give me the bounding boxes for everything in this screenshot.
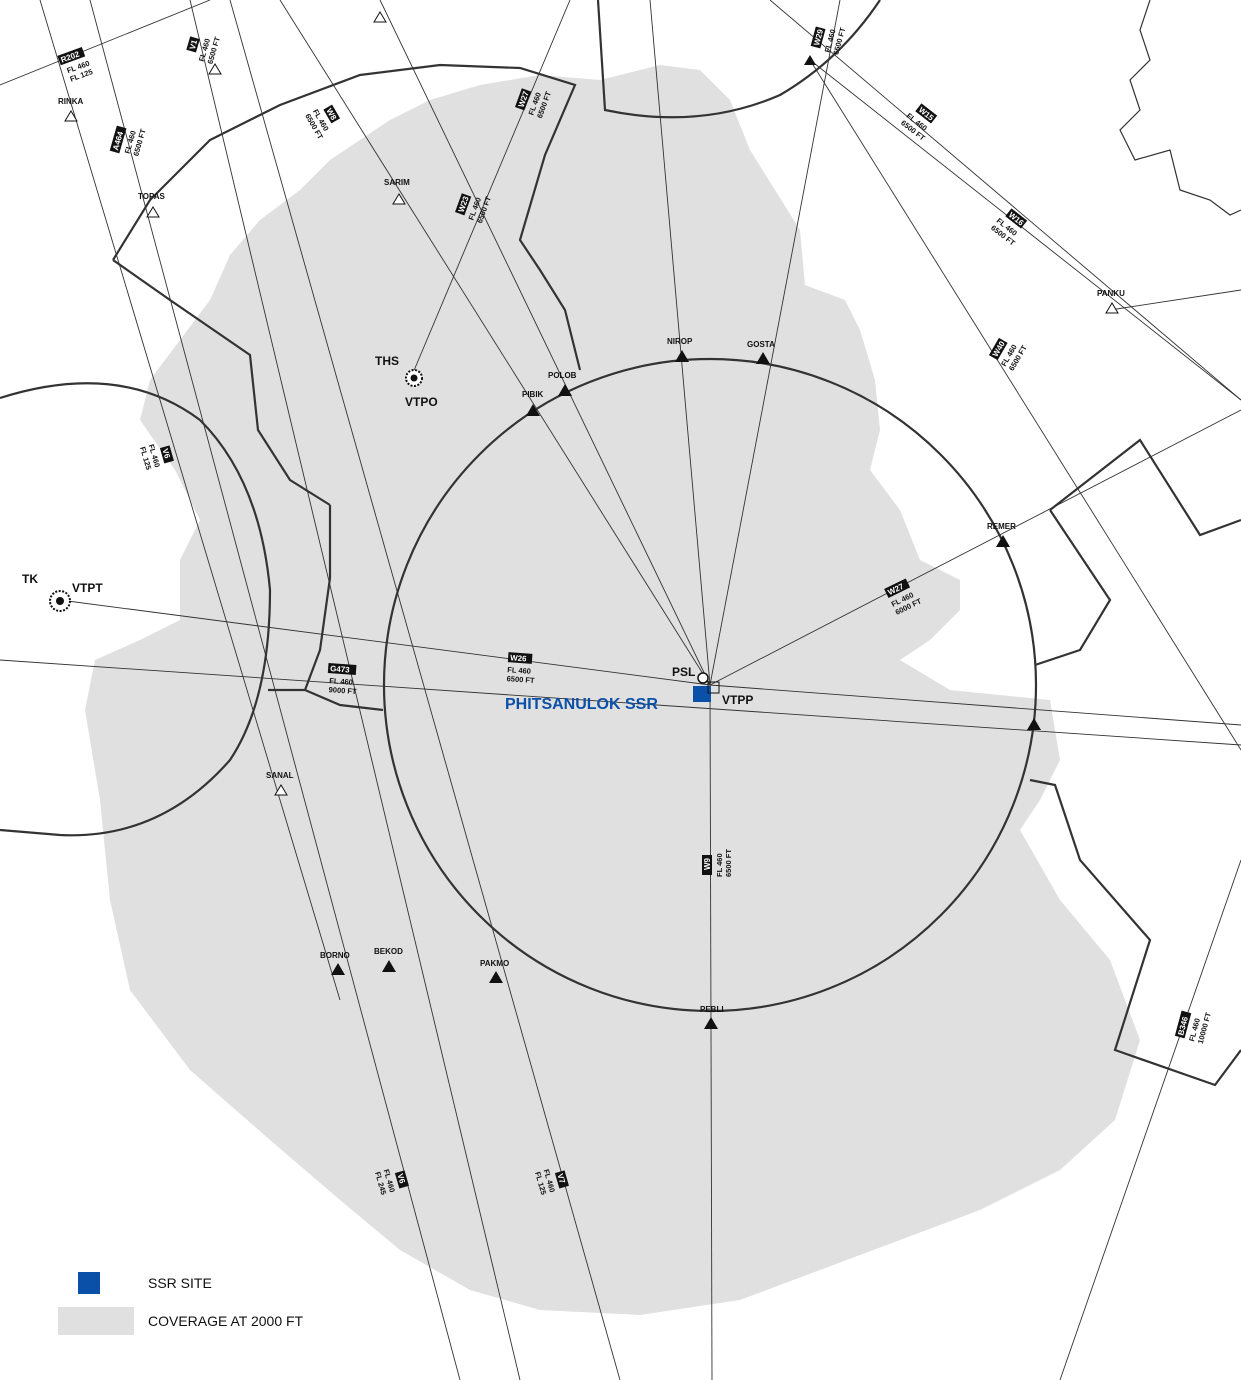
svg-text:9000 FT: 9000 FT xyxy=(328,685,357,696)
waypoint-bekod-icon xyxy=(382,960,396,972)
waypoint-pibik-label: PIBIK xyxy=(522,390,544,399)
coverage-swatch xyxy=(58,1307,134,1335)
airport-ths-name: THS xyxy=(375,354,399,368)
ssr-site: PSL VTPP PHITSANULOK SSR xyxy=(505,665,753,713)
ssr-range-ring xyxy=(382,357,1038,1013)
ssr-site-swatch xyxy=(78,1272,100,1294)
ssr-site-icao: VTPP xyxy=(722,693,753,707)
airspace-boundary-north xyxy=(596,0,881,119)
waypoint-pebli-icon xyxy=(704,1017,718,1029)
waypoint-pibik-icon xyxy=(526,404,540,416)
airport-tk: TK VTPT xyxy=(22,572,103,612)
waypoint-g473-east-icon xyxy=(1027,718,1041,730)
ssr-site-marker xyxy=(693,686,711,702)
waypoint-topas-label: TOPAS xyxy=(138,192,165,201)
waypoint-top-icon xyxy=(373,11,387,23)
svg-text:FL 460: FL 460 xyxy=(507,665,531,676)
waypoint-sarim-label: SARIM xyxy=(384,178,410,187)
waypoint-sarim-icon xyxy=(392,193,406,205)
legend-coverage-row: COVERAGE AT 2000 FT xyxy=(58,1302,303,1340)
airspace-boundary-ths xyxy=(112,63,582,578)
legend-ssr-label: SSR SITE xyxy=(148,1275,212,1291)
waypoint-topas-icon xyxy=(146,206,160,218)
svg-text:FL 460: FL 460 xyxy=(329,676,353,687)
route-id: V6 xyxy=(395,1173,407,1185)
waypoint-gosta-icon xyxy=(756,352,770,364)
ssr-site-name: PHITSANULOK SSR xyxy=(505,696,658,713)
airport-tk-name: TK xyxy=(22,572,38,586)
airport-ths: THS VTPO xyxy=(375,354,438,409)
waypoint-borno-icon xyxy=(331,963,345,975)
waypoint-w29-north-icon xyxy=(804,55,816,65)
route-id: W9 xyxy=(703,857,712,870)
waypoint-sanal-label: SANAL xyxy=(266,771,294,780)
waypoint-polob-icon xyxy=(558,384,572,396)
waypoint-nirop-icon xyxy=(675,350,689,362)
airspace-boundary-tk xyxy=(0,382,272,837)
waypoint-pakmo-label: PAKMO xyxy=(480,959,509,968)
waypoint-polob-label: POLOB xyxy=(548,371,577,380)
route-id: V1 xyxy=(188,38,200,50)
legend: SSR SITE COVERAGE AT 2000 FT xyxy=(58,1264,303,1340)
airport-ths-icao: VTPO xyxy=(405,395,438,409)
waypoint-v1-icon xyxy=(208,63,222,75)
legend-ssr-row: SSR SITE xyxy=(58,1264,303,1302)
waypoint-bekod-label: BEKOD xyxy=(374,947,403,956)
route-id: W29 xyxy=(812,28,825,47)
waypoint-nirop-label: NIROP xyxy=(667,337,693,346)
waypoint-borno-label: BORNO xyxy=(320,951,350,960)
waypoint-gosta-label: GOSTA xyxy=(747,340,775,349)
route-id: V7 xyxy=(555,1173,567,1185)
svg-text:6500 FT: 6500 FT xyxy=(724,849,733,877)
svg-text:6500 FT: 6500 FT xyxy=(506,674,535,685)
waypoint-rinka-label: RINKA xyxy=(58,97,84,106)
waypoint-remer-label: REMER xyxy=(987,522,1016,531)
waypoints: RINKA TOPAS SARIM POLOB PIBIK NIROP GOST… xyxy=(58,11,1125,1029)
waypoint-remer-icon xyxy=(996,535,1010,547)
airspace-boundary-east xyxy=(1029,438,1241,1087)
waypoint-sanal-icon xyxy=(274,784,288,796)
svg-text:FL 460: FL 460 xyxy=(715,853,724,877)
waypoint-rinka-icon xyxy=(64,110,78,122)
waypoint-panku-label: PANKU xyxy=(1097,289,1125,298)
route-id: G473 xyxy=(330,664,351,674)
route-id: V6 xyxy=(160,448,172,460)
waypoint-pebli-label: PEBLI xyxy=(700,1005,724,1014)
coverage-area xyxy=(85,65,1140,1315)
route-id: W26 xyxy=(510,653,528,663)
legend-coverage-label: COVERAGE AT 2000 FT xyxy=(148,1313,304,1329)
country-border xyxy=(1119,0,1241,216)
ssr-site-ident: PSL xyxy=(672,665,695,679)
waypoint-panku-icon xyxy=(1105,302,1119,314)
airspace-boundary-phitsanulok-west xyxy=(268,577,384,712)
airport-tk-icao: VTPT xyxy=(72,581,103,595)
waypoint-pakmo-icon xyxy=(489,971,503,983)
